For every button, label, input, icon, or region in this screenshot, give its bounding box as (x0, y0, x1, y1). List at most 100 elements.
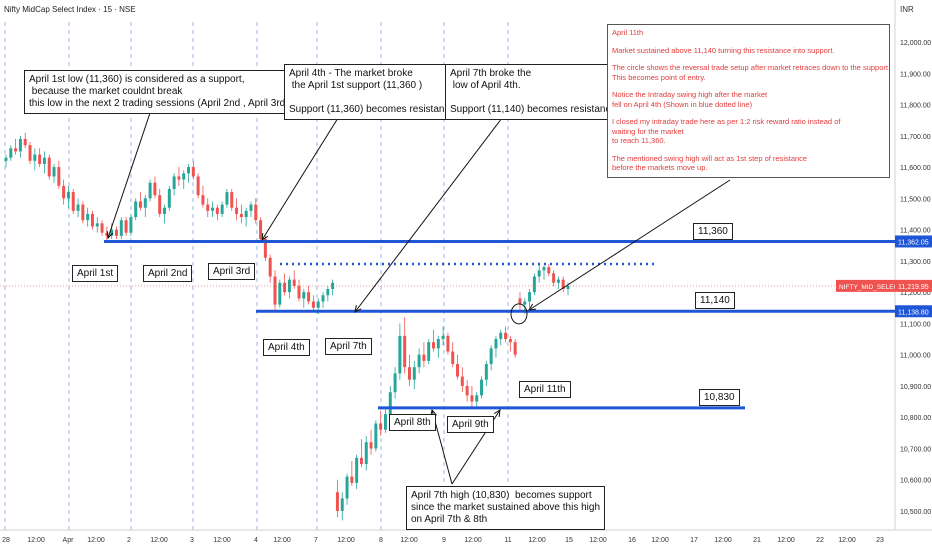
day-label-april2: April 2nd (143, 265, 193, 282)
april11-paragraph: The mentioned swing high will act as 1st… (612, 153, 808, 173)
candle-body (307, 292, 311, 302)
candle-body (33, 154, 37, 161)
candle-body (364, 442, 368, 465)
time-tick-label: 12:00 (714, 537, 732, 544)
candle-body (403, 335, 407, 368)
day-label-april11: April 11th (519, 381, 571, 398)
candle-body (287, 279, 291, 293)
candle-body (71, 192, 75, 211)
candle-body (259, 220, 263, 239)
price-tick-label: 10,600.00 (900, 478, 931, 485)
candle-body (283, 282, 287, 293)
april11-paragraph: The circle shows the reversal trade setu… (612, 63, 891, 82)
time-tick-label: 16 (628, 537, 636, 544)
price-highlight-label: 11,138.80 (898, 309, 929, 316)
time-tick-label: 11 (504, 537, 511, 544)
candle-body (187, 167, 191, 174)
candle-body (451, 351, 455, 365)
candle-body (528, 292, 532, 302)
time-tick-label: 12:00 (27, 537, 45, 544)
price-highlight-label: 11,362.05 (898, 239, 929, 246)
annotation-arrow (354, 117, 503, 313)
candle-body (436, 339, 440, 349)
candle-body (398, 335, 402, 374)
candle-body (129, 217, 133, 233)
price-tick-label: 11,700.00 (900, 134, 931, 141)
candle-body (206, 204, 210, 211)
candle-body (148, 182, 152, 199)
candle-body (340, 498, 344, 511)
candle-body (484, 364, 488, 380)
price-tick-label: 11,000.00 (900, 353, 931, 360)
candle-body (480, 379, 484, 396)
time-tick-label: 2 (127, 537, 131, 544)
candle-body (465, 385, 469, 396)
candle-body (504, 332, 508, 340)
current-price-label: 11,219.95 (898, 284, 929, 291)
candle-body (244, 210, 248, 218)
candle-body (292, 279, 296, 286)
candle-body (139, 201, 142, 208)
candle-body (297, 285, 301, 299)
candle-body (215, 207, 219, 214)
price-tick-label: 10,900.00 (900, 384, 931, 391)
candle-body (460, 376, 464, 386)
time-tick-label: 23 (876, 537, 884, 544)
price-tick-label: 11,200.00 (900, 290, 931, 297)
annotation-arrowhead (528, 303, 537, 311)
candle-body (494, 339, 498, 349)
candle-body (369, 442, 373, 449)
time-tick-label: 7 (314, 537, 318, 544)
price-tick-label: 10,500.00 (900, 509, 931, 516)
candle-body (86, 213, 90, 221)
candle-body (345, 476, 349, 499)
candle-body (441, 335, 445, 340)
price-highlight-tag (895, 305, 932, 318)
time-tick-label: 4 (254, 537, 258, 544)
candle-body (374, 423, 378, 449)
price-tick-label: 11,300.00 (900, 259, 931, 266)
time-tick-label: 12:00 (651, 537, 669, 544)
candle-body (446, 335, 450, 352)
candle-body (18, 138, 22, 152)
time-tick-label: 22 (816, 537, 824, 544)
price-tick-label: 12,000.00 (900, 40, 931, 47)
april7-break-note: April 7th broke the low of April 4th. Su… (445, 64, 622, 120)
candle-body (388, 392, 392, 415)
candle-body (432, 342, 435, 349)
candle-body (407, 367, 411, 380)
candle-body (508, 339, 512, 343)
candle-body (393, 373, 397, 393)
candle-body (100, 223, 104, 233)
candle-body (254, 204, 258, 221)
candle-body (167, 188, 171, 208)
candle-body (561, 279, 565, 290)
candle-body (249, 204, 253, 211)
candle-body (552, 273, 556, 283)
candle-body (321, 295, 325, 302)
symbol-tag (836, 279, 895, 292)
price-tick-label: 11,100.00 (900, 321, 931, 328)
candle-body (268, 257, 272, 277)
candle-body (172, 176, 176, 189)
candle-body (105, 232, 109, 236)
price-tick-label: 11,400.00 (900, 228, 931, 235)
candle-body (57, 167, 61, 186)
candle-body (412, 367, 416, 380)
candle-body (42, 157, 46, 164)
price-tick-label: 11,900.00 (900, 71, 931, 78)
candle-body (513, 342, 517, 355)
candle-body (134, 201, 138, 218)
time-tick-label: Apr (63, 537, 75, 544)
candle-body (422, 354, 426, 361)
candle-body (28, 145, 32, 161)
april11-heading: April 11th (612, 28, 644, 37)
april1-support-note: April 1st low (11,360) is considered as … (24, 70, 294, 114)
candle-body (225, 192, 229, 205)
candle-body (4, 157, 8, 161)
price-tick-label: 11,600.00 (900, 165, 931, 172)
candle-body (230, 192, 234, 208)
level-label-11140: 11,140 (695, 292, 735, 309)
candle-body (47, 157, 51, 177)
